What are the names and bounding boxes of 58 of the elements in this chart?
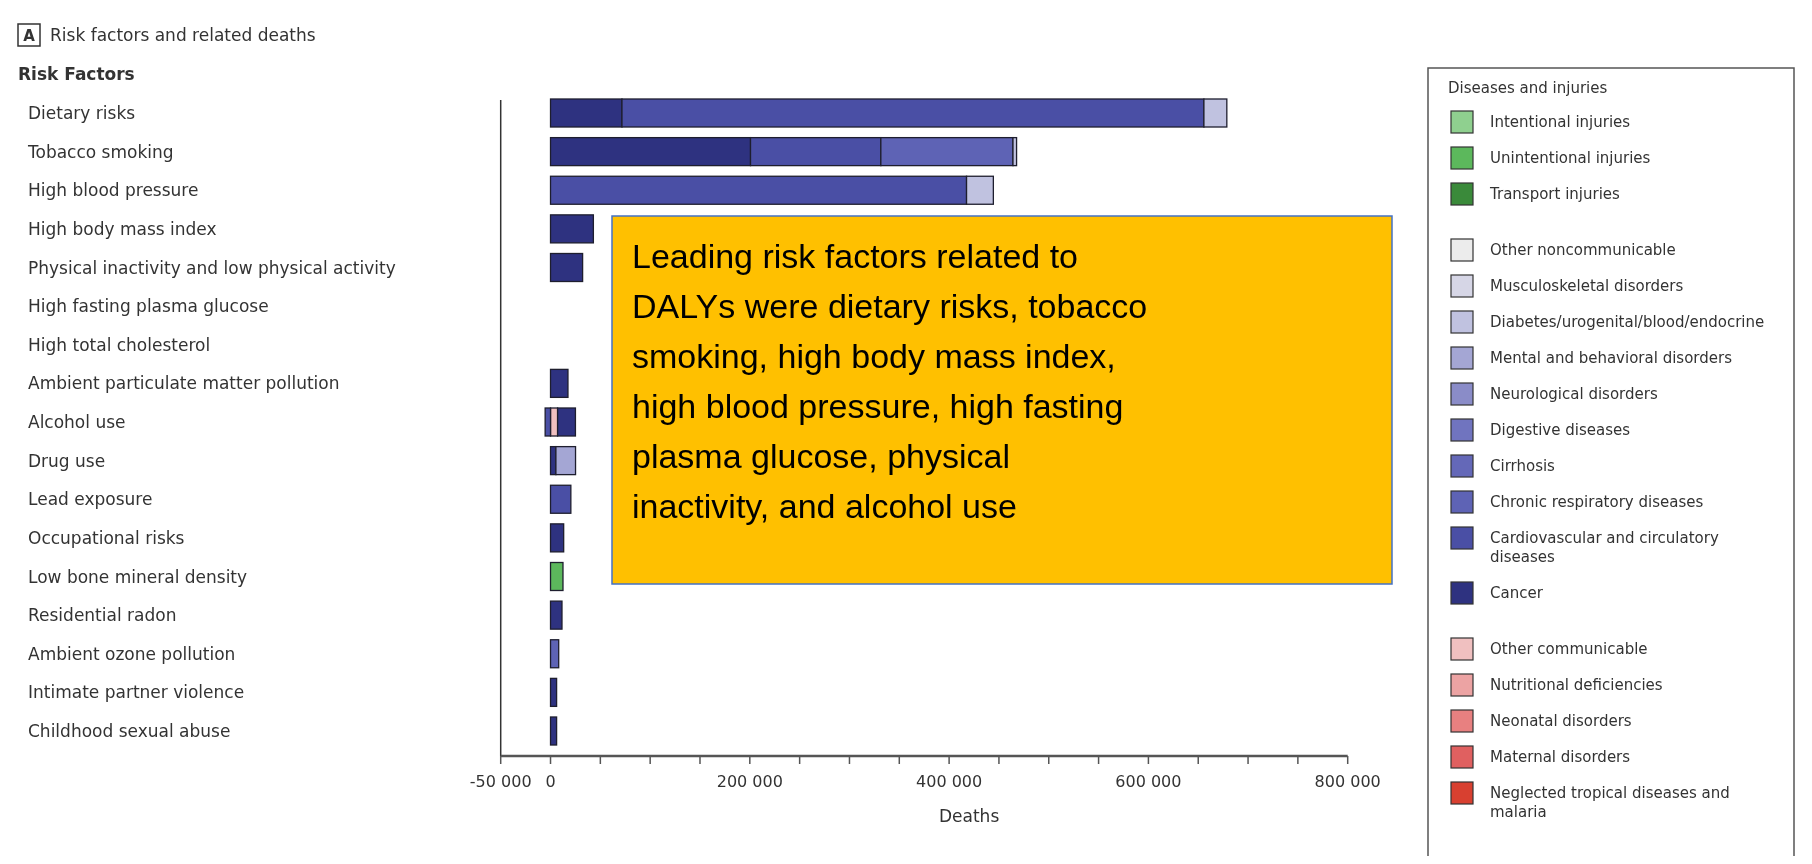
legend-label: Cardiovascular and circulatory diseases bbox=[1490, 529, 1719, 566]
legend-label: Transport injuries bbox=[1489, 185, 1621, 203]
legend-label: Cancer bbox=[1490, 584, 1544, 602]
bar bbox=[549, 484, 572, 514]
legend-label: Unintentional injuries bbox=[1490, 149, 1651, 167]
y-tick-label: Physical inactivity and low physical activity bbox=[28, 257, 396, 278]
legend-label: Maternal disorders bbox=[1490, 748, 1631, 766]
x-axis-title: Deaths bbox=[938, 806, 1000, 826]
y-tick-label: Tobacco smoking bbox=[27, 141, 174, 162]
x-tick-label: 200 000 bbox=[716, 772, 783, 791]
bar bbox=[549, 716, 558, 746]
bar bbox=[549, 561, 564, 592]
legend-label: Other communicable bbox=[1490, 640, 1648, 658]
x-tick-label: 800 000 bbox=[1314, 772, 1381, 791]
legend-label: Chronic respiratory diseases bbox=[1490, 493, 1704, 511]
legend-label: Mental and behavioral disorders bbox=[1490, 349, 1733, 367]
callout-box: Leading risk factors related to DALYs were dietary risks, tobacco smoking, high body mass index, high blood pressure, high fasting plasma glucose, physical inactivity, and alcohol use bbox=[611, 215, 1393, 585]
annotation: Leading risk factors related to DALYs were dietary risks, tobacco smoking, high body mass index, high blood pressure, high fasting plasma glucose, physical inactivity, and alcohol use bbox=[632, 237, 1148, 525]
legend-label: Digestive diseases bbox=[1490, 421, 1631, 439]
y-tick-label: Drug use bbox=[28, 450, 106, 471]
bar bbox=[549, 600, 563, 630]
y-tick-label: Ambient ozone pollution bbox=[28, 643, 236, 664]
legend-label: Diabetes/urogenital/blood/endocrine bbox=[1490, 313, 1765, 331]
x-tick-label: 600 000 bbox=[1115, 772, 1182, 791]
bar bbox=[549, 523, 565, 553]
y-tick-label: Dietary risks bbox=[28, 103, 136, 123]
text: Risk factors and related deaths bbox=[50, 25, 316, 45]
x-tick-label: 400 000 bbox=[916, 772, 983, 791]
y-tick-label: High total cholesterol bbox=[28, 334, 211, 355]
y-tick-label: High fasting plasma glucose bbox=[28, 296, 269, 317]
y-tick-label: Occupational risks bbox=[28, 527, 185, 548]
y-axis-title: Risk Factors bbox=[18, 64, 135, 84]
bar bbox=[549, 677, 558, 708]
y-tick-label: Ambient particulate matter pollution bbox=[28, 373, 340, 394]
legend-label: Neonatal disorders bbox=[1490, 712, 1632, 730]
legend-label: Cirrhosis bbox=[1490, 457, 1556, 475]
legend-label: Intentional injuries bbox=[1490, 113, 1631, 131]
text: A bbox=[23, 27, 36, 45]
bar bbox=[549, 252, 584, 283]
y-tick-label: Lead exposure bbox=[28, 489, 153, 510]
y-tick-label: Residential radon bbox=[28, 605, 177, 626]
x-tick-label: 0 bbox=[545, 772, 556, 791]
y-tick-label: High body mass index bbox=[28, 218, 217, 239]
bar bbox=[549, 639, 560, 669]
legend-label: Nutritional deficiencies bbox=[1490, 676, 1663, 694]
legend-label: Musculoskeletal disorders bbox=[1490, 277, 1684, 295]
x-tick-label: -50 000 bbox=[469, 772, 532, 791]
y-tick-label: Low bone mineral density bbox=[28, 566, 248, 587]
legend-label: Neglected tropical diseases and malaria bbox=[1490, 784, 1730, 821]
legend-label: Other noncommunicable bbox=[1490, 241, 1676, 259]
legend-title: Diseases and injuries bbox=[1448, 79, 1608, 97]
y-tick-label: Alcohol use bbox=[28, 412, 126, 432]
y-tick-label: Intimate partner violence bbox=[28, 682, 245, 703]
y-tick-label: High blood pressure bbox=[28, 180, 199, 201]
bar bbox=[549, 368, 569, 399]
bar bbox=[549, 214, 595, 244]
legend-label: Neurological disorders bbox=[1490, 385, 1658, 403]
y-tick-label: Childhood sexual abuse bbox=[28, 721, 231, 741]
